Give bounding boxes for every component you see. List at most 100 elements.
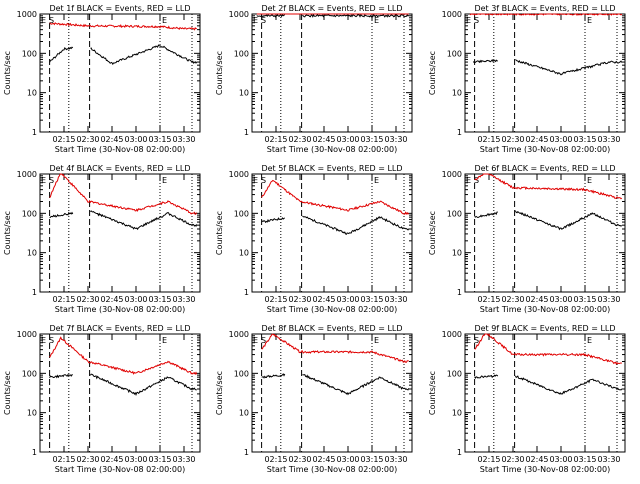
x-tick-label: 03:15 (360, 135, 383, 144)
x-tick-label: 02:15 (477, 295, 500, 304)
x-tick-label: 03:30 (172, 135, 195, 144)
x-tick-label: 02:45 (100, 295, 123, 304)
panel-8: Det 8f BLACK = Events, RED = LLD 1 10 100 10… (215, 324, 413, 474)
y-axis-label: Counts/sec (3, 51, 12, 95)
marker-label-s: S (49, 176, 54, 185)
y-tick-label: 100 (22, 209, 37, 218)
x-tick-label: 02:45 (312, 455, 335, 464)
marker-label-e2: E (374, 336, 379, 345)
x-tick-label: 03:00 (549, 135, 572, 144)
plot-frame (251, 13, 413, 133)
panel-title: Det 8f BLACK = Events, RED = LLD (261, 324, 402, 333)
y-tick-label: 100 (447, 209, 462, 218)
x-tick-label: 02:15 (264, 455, 287, 464)
panel-title: Det 1f BLACK = Events, RED = LLD (49, 4, 190, 13)
panel-3: Det 3f BLACK = Events, RED = LLD 1 10 100 10… (428, 4, 626, 154)
marker-label-s: S (474, 336, 479, 345)
plot-frame (39, 13, 201, 133)
y-tick-label: 10 (27, 409, 37, 418)
y-tick-label: 1 (457, 448, 462, 457)
events-series-line (474, 210, 623, 231)
y-tick-label: 1000 (442, 330, 462, 339)
x-axis-label: Start Time (30-Nov-08 02:00:00) (267, 305, 397, 314)
x-tick-label: 03:30 (172, 295, 195, 304)
panel-2: Det 2f BLACK = Events, RED = LLD 1 10 100 10… (215, 4, 413, 154)
panel-title: Det 3f BLACK = Events, RED = LLD (474, 4, 615, 13)
y-tick-label: 100 (234, 209, 249, 218)
y-tick-label: 100 (447, 49, 462, 58)
x-tick-label: 03:30 (597, 455, 620, 464)
x-tick-label: 03:30 (172, 455, 195, 464)
y-tick-label: 100 (447, 369, 462, 378)
y-tick-label: 100 (234, 369, 249, 378)
y-tick-label: 1000 (442, 10, 462, 19)
y-axis-label: Counts/sec (428, 371, 437, 415)
marker-label-e2: E (587, 176, 592, 185)
x-axis-label: Start Time (30-Nov-08 02:00:00) (55, 145, 185, 154)
y-axis-label: Counts/sec (428, 211, 437, 255)
marker-label-e2: E (162, 16, 167, 25)
y-tick-label: 1000 (17, 330, 37, 339)
y-tick-label: 1 (457, 288, 462, 297)
marker-label-e2: E (587, 336, 592, 345)
y-axis-label: Counts/sec (215, 211, 224, 255)
marker-label-s: S (49, 336, 54, 345)
marker-label-s: S (261, 176, 266, 185)
x-tick-label: 03:15 (148, 295, 171, 304)
lld-series-line (474, 332, 623, 365)
marker-label-e2: E (587, 16, 592, 25)
marker-label-e: E (466, 336, 471, 345)
events-series-line (49, 210, 198, 231)
plot-frame (464, 333, 626, 453)
x-tick-label: 02:45 (312, 135, 335, 144)
x-tick-label: 02:45 (525, 295, 548, 304)
events-series-line (49, 373, 197, 397)
x-tick-label: 02:30 (288, 295, 311, 304)
x-tick-label: 03:00 (549, 455, 572, 464)
events-series-line (256, 13, 410, 18)
plot-frame (464, 13, 626, 133)
y-tick-label: 1000 (229, 10, 249, 19)
x-tick-label: 03:15 (573, 455, 596, 464)
x-tick-label: 03:00 (336, 295, 359, 304)
x-axis-label: Start Time (30-Nov-08 02:00:00) (55, 465, 185, 474)
x-tick-label: 02:30 (76, 295, 99, 304)
y-tick-label: 10 (239, 409, 249, 418)
events-series-line (261, 373, 410, 396)
x-axis-label: Start Time (30-Nov-08 02:00:00) (267, 465, 397, 474)
marker-label-s: S (474, 176, 479, 185)
y-tick-label: 10 (452, 409, 462, 418)
x-tick-label: 03:00 (336, 455, 359, 464)
x-tick-label: 02:30 (288, 455, 311, 464)
x-tick-label: 02:15 (264, 135, 287, 144)
marker-label-s: S (49, 16, 54, 25)
y-axis-label: Counts/sec (215, 51, 224, 95)
panel-6: Det 6f BLACK = Events, RED = LLD 1 10 100 10… (428, 164, 626, 314)
panel-7: Det 7f BLACK = Events, RED = LLD 1 10 100 10… (3, 324, 201, 474)
x-tick-label: 02:30 (501, 135, 524, 144)
marker-label-e: E (466, 16, 471, 25)
y-tick-label: 10 (239, 249, 249, 258)
x-axis-label: Start Time (30-Nov-08 02:00:00) (480, 465, 610, 474)
panel-1: Det 1f BLACK = Events, RED = LLD 1 10 100 10… (3, 4, 201, 154)
panel-title: Det 9f BLACK = Events, RED = LLD (474, 324, 615, 333)
x-tick-label: 03:15 (573, 295, 596, 304)
marker-label-e: E (41, 176, 46, 185)
x-axis-label: Start Time (30-Nov-08 02:00:00) (267, 145, 397, 154)
lld-series-line (49, 173, 198, 215)
plot-frame (251, 333, 413, 453)
x-tick-label: 03:00 (124, 295, 147, 304)
plot-frame (39, 333, 201, 453)
marker-label-s: S (261, 16, 266, 25)
marker-label-s: S (474, 16, 479, 25)
y-tick-label: 1000 (442, 170, 462, 179)
x-tick-label: 03:00 (336, 135, 359, 144)
marker-label-e2: E (162, 176, 167, 185)
panel-5: Det 5f BLACK = Events, RED = LLD 1 10 100 10… (215, 164, 413, 314)
y-axis-label: Counts/sec (3, 371, 12, 415)
x-tick-label: 02:45 (312, 295, 335, 304)
marker-label-e: E (41, 16, 46, 25)
lld-series-line (474, 173, 623, 200)
